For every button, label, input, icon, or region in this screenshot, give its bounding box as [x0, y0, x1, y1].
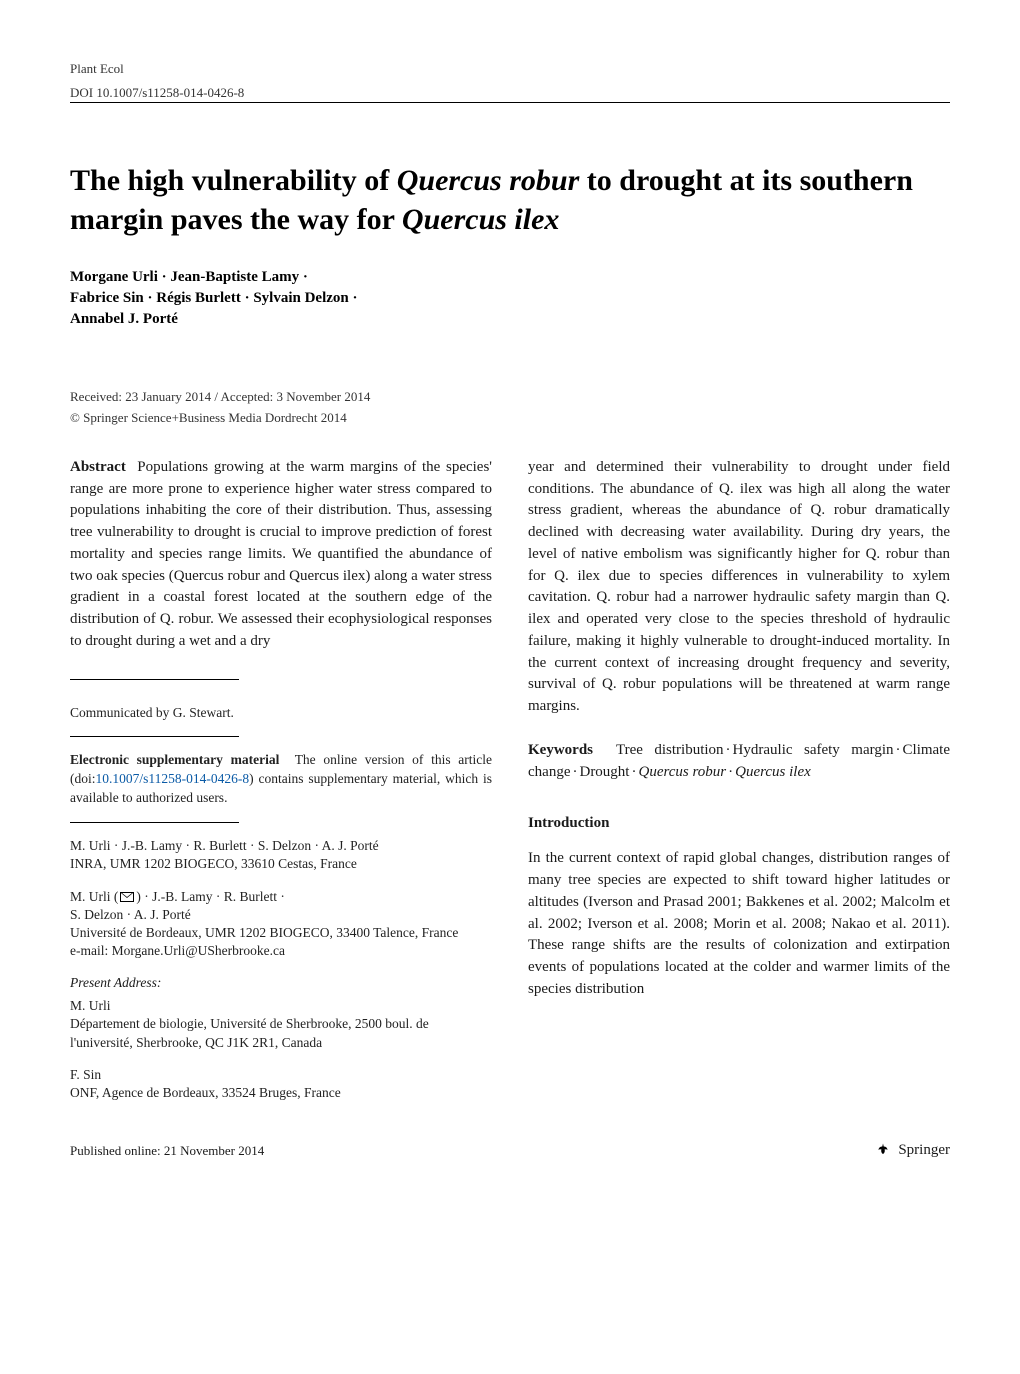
doi-line: DOI 10.1007/s11258-014-0426-8 [70, 84, 950, 102]
affil2-org: Université de Bordeaux, UMR 1202 BIOGECO… [70, 924, 492, 942]
affil4-names: F. Sin [70, 1066, 492, 1084]
springer-icon [874, 1142, 892, 1160]
present-address-heading: Present Address: [70, 974, 492, 993]
affiliation-4: F. Sin ONF, Agence de Bordeaux, 33524 Br… [70, 1066, 492, 1102]
page-footer: Published online: 21 November 2014 Sprin… [70, 1140, 950, 1161]
article-dates: Received: 23 January 2014 / Accepted: 3 … [70, 388, 950, 406]
intro-paragraph: In the current context of rapid global c… [528, 848, 950, 1000]
affiliation-3: M. Urli Département de biologie, Univers… [70, 997, 492, 1052]
springer-text: Springer [898, 1140, 950, 1161]
article-title: The high vulnerability of Quercus robur … [70, 161, 950, 239]
kw-1: Hydraulic safety margin [733, 742, 894, 758]
published-online: Published online: 21 November 2014 [70, 1142, 264, 1160]
affil4-org: ONF, Agence de Bordeaux, 33524 Bruges, F… [70, 1084, 492, 1102]
divider-rule-1 [70, 679, 239, 680]
abstract-right: year and determined their vulnerability … [528, 457, 950, 718]
keywords-label: Keywords [528, 742, 593, 758]
esm-note: Electronic supplementary material The on… [70, 751, 492, 808]
affil1-org: INRA, UMR 1202 BIOGECO, 33610 Cestas, Fr… [70, 855, 492, 873]
kw-0: Tree distribution [616, 742, 724, 758]
affil2-names: M. Urli () · J.-B. Lamy · R. Burlett · [70, 888, 492, 906]
affil2-email: e-mail: Morgane.Urli@USherbrooke.ca [70, 942, 492, 960]
abstract-label: Abstract [70, 459, 126, 475]
running-head: Plant Ecol [70, 60, 950, 78]
divider-rule-3 [70, 822, 239, 823]
authors-line-3: Annabel J. Porté [70, 309, 950, 330]
journal-name: Plant Ecol [70, 60, 124, 78]
copyright-line: © Springer Science+Business Media Dordre… [70, 409, 950, 427]
affiliation-2: M. Urli () · J.-B. Lamy · R. Burlett · S… [70, 888, 492, 961]
affiliation-1: M. Urli · J.-B. Lamy · R. Burlett · S. D… [70, 837, 492, 873]
authors-line-1: Morgane Urli · Jean-Baptiste Lamy · [70, 267, 950, 288]
affil2-names-2: S. Delzon · A. J. Porté [70, 906, 492, 924]
springer-brand: Springer [874, 1140, 950, 1161]
kw-3: Drought [579, 764, 629, 780]
kw-5: Quercus ilex [735, 764, 811, 780]
kw-4: Quercus robur [638, 764, 726, 780]
authors-line-2: Fabrice Sin · Régis Burlett · Sylvain De… [70, 288, 950, 309]
communicated-by: Communicated by G. Stewart. [70, 704, 492, 723]
abstract-left: Abstract Populations growing at the warm… [70, 457, 492, 653]
esm-heading: Electronic supplementary material [70, 752, 279, 767]
envelope-icon [120, 892, 134, 902]
abstract-left-text: Populations growing at the warm margins … [70, 459, 492, 649]
keywords: Keywords Tree distribution·Hydraulic saf… [528, 740, 950, 784]
esm-doi-link[interactable]: 10.1007/s11258-014-0426-8 [96, 771, 250, 786]
section-introduction: Introduction [528, 813, 950, 834]
affil3-names: M. Urli [70, 997, 492, 1015]
divider-rule-2 [70, 736, 239, 737]
header-rule [70, 102, 950, 103]
author-list: Morgane Urli · Jean-Baptiste Lamy · Fabr… [70, 267, 950, 330]
affil1-names: M. Urli · J.-B. Lamy · R. Burlett · S. D… [70, 837, 492, 855]
affil3-org: Département de biologie, Université de S… [70, 1015, 492, 1051]
